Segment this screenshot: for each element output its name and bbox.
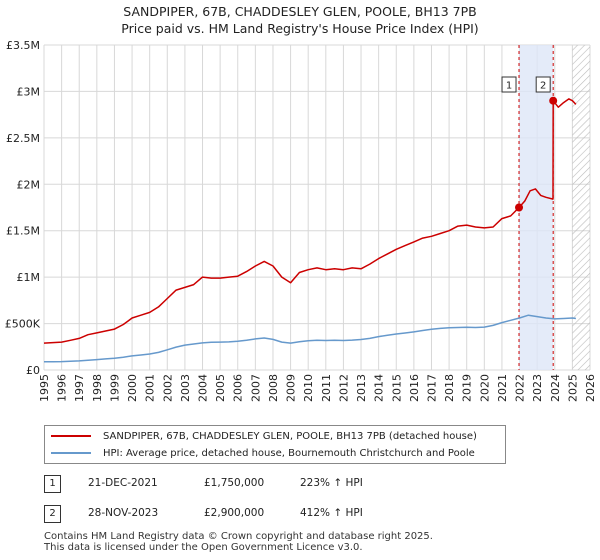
x-tick-label: 2013 (355, 374, 368, 402)
footer-line-1: Contains HM Land Registry data © Crown c… (44, 531, 433, 542)
sale-label-number: 1 (506, 81, 512, 92)
x-tick-label: 2005 (214, 374, 227, 402)
x-tick-label: 2006 (232, 374, 245, 402)
y-tick-label: £0 (26, 364, 40, 377)
x-tick-label: 2002 (161, 374, 174, 402)
x-tick-label: 2003 (179, 374, 192, 402)
x-tick-label: 2009 (285, 374, 298, 402)
sale-number-badge: 1 (44, 475, 61, 493)
x-tick-label: 1999 (108, 374, 121, 402)
x-tick-label: 2024 (549, 374, 562, 402)
highlight-region (519, 45, 554, 370)
legend-item-property: SANDPIPER, 67B, CHADDESLEY GLEN, POOLE, … (45, 428, 477, 444)
sale-price: £1,750,000 (204, 477, 265, 489)
x-tick-label: 2019 (461, 374, 474, 402)
sale-number-badge: 2 (44, 505, 61, 523)
x-tick-label: 2010 (302, 374, 315, 402)
x-tick-label: 1995 (38, 374, 51, 402)
x-tick-label: 2023 (531, 374, 544, 402)
y-tick-label: £1M (17, 271, 41, 284)
legend-line-hpi (51, 452, 91, 454)
footer-copyright: Contains HM Land Registry data © Crown c… (44, 531, 433, 553)
x-tick-label: 2021 (496, 374, 509, 402)
series-line-property (43, 98, 577, 344)
y-tick-label: £1.5M (6, 225, 40, 238)
sale-hpi-change: 223% ↑ HPI (300, 477, 363, 489)
chart-legend: SANDPIPER, 67B, CHADDESLEY GLEN, POOLE, … (44, 425, 506, 464)
sale-date: 28-NOV-2023 (88, 507, 159, 519)
footer-line-2: This data is licensed under the Open Gov… (44, 542, 363, 553)
series-line-hpi (43, 314, 577, 363)
x-tick-label: 2000 (126, 374, 139, 402)
x-tick-label: 2004 (197, 374, 210, 402)
x-tick-label: 2018 (443, 374, 456, 402)
sale-hpi-change: 412% ↑ HPI (300, 507, 363, 519)
x-tick-label: 2015 (390, 374, 403, 402)
future-hatched-region (572, 45, 590, 370)
y-tick-label: £2M (17, 178, 41, 191)
x-tick-label: 2007 (249, 374, 262, 402)
x-tick-label: 2026 (584, 374, 597, 402)
y-tick-label: £500K (5, 318, 41, 331)
x-tick-label: 2012 (337, 374, 350, 402)
chart-title-line2: Price paid vs. HM Land Registry's House … (121, 21, 479, 36)
plot-background (44, 45, 590, 370)
x-tick-label: 1996 (56, 374, 69, 402)
y-tick-label: £2.5M (6, 132, 40, 145)
x-tick-label: 1998 (91, 374, 104, 402)
x-tick-label: 2014 (373, 374, 386, 402)
sale-label-box (501, 76, 517, 93)
x-tick-label: 2016 (408, 374, 421, 402)
y-tick-label: £3M (17, 85, 41, 98)
chart-title-line1: SANDPIPER, 67B, CHADDESLEY GLEN, POOLE, … (123, 4, 477, 19)
legend-item-hpi: HPI: Average price, detached house, Bour… (45, 445, 475, 461)
x-tick-label: 2008 (267, 374, 280, 402)
x-tick-label: 2022 (514, 374, 527, 402)
x-tick-label: 2001 (144, 374, 157, 402)
x-tick-label: 2017 (425, 374, 438, 402)
sale-row-2: 2 28-NOV-2023 £2,900,000 412% ↑ HPI (44, 505, 564, 523)
price-chart: 1 2 £0 £500K £1M £1.5M £2M £2.5M £3M £3.5M 1995 19… (5, 39, 597, 402)
legend-label-hpi: HPI: Average price, detached house, Bour… (103, 447, 475, 459)
x-tick-label: 1997 (73, 374, 86, 402)
sale-date: 21-DEC-2021 (88, 477, 158, 489)
sale-point (515, 203, 524, 212)
sale-point (549, 96, 558, 105)
y-tick-label: £3.5M (6, 39, 40, 52)
legend-label-property: SANDPIPER, 67B, CHADDESLEY GLEN, POOLE, … (103, 430, 477, 442)
sale-label-number: 2 (540, 81, 546, 92)
x-tick-label: 2025 (566, 374, 579, 402)
x-tick-label: 2020 (478, 374, 491, 402)
sale-label-box (535, 76, 551, 93)
legend-line-property (51, 435, 91, 437)
sale-price: £2,900,000 (204, 507, 265, 519)
x-tick-label: 2011 (320, 374, 333, 402)
sale-row-1: 1 21-DEC-2021 £1,750,000 223% ↑ HPI (44, 475, 564, 493)
